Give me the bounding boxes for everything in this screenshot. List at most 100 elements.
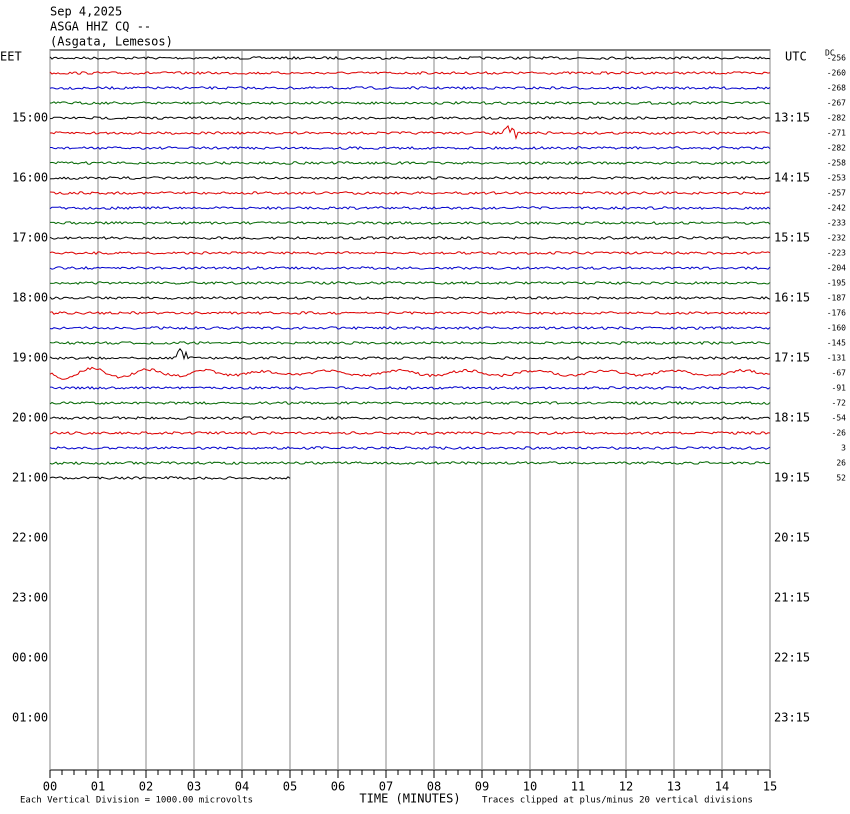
x-tick-label: 00 xyxy=(43,780,57,794)
left-time: 17:00 xyxy=(12,231,48,245)
x-tick-label: 07 xyxy=(379,780,393,794)
x-tick-label: 08 xyxy=(427,780,441,794)
dc-offset: -242 xyxy=(827,204,846,213)
right-time: 19:15 xyxy=(774,471,810,485)
right-time: 16:15 xyxy=(774,291,810,305)
trace xyxy=(49,206,771,210)
date: Sep 4,2025 xyxy=(50,5,122,19)
trace xyxy=(49,341,771,345)
right-time: 20:15 xyxy=(774,531,810,545)
dc-offset: -72 xyxy=(832,399,847,408)
x-tick-label: 06 xyxy=(331,780,345,794)
x-tick-label: 15 xyxy=(763,780,777,794)
dc-offset: -282 xyxy=(827,144,846,153)
trace xyxy=(50,146,771,150)
trace xyxy=(49,401,771,405)
trace xyxy=(49,326,771,330)
plot-frame xyxy=(49,49,771,771)
dc-offset: -67 xyxy=(832,369,847,378)
left-time: 21:00 xyxy=(12,471,48,485)
x-tick-label: 14 xyxy=(715,780,729,794)
trace xyxy=(49,266,771,270)
right-time: 18:15 xyxy=(774,411,810,425)
trace xyxy=(49,461,771,465)
dc-offset: -176 xyxy=(827,309,846,318)
trace xyxy=(49,236,771,240)
left-time: 16:00 xyxy=(12,171,48,185)
trace xyxy=(49,311,771,315)
trace xyxy=(49,347,771,361)
dc-offset: -26 xyxy=(832,429,847,438)
trace xyxy=(49,176,771,180)
trace xyxy=(49,446,771,450)
right-time: 13:15 xyxy=(774,111,810,125)
x-tick-label: 05 xyxy=(283,780,297,794)
right-zone: UTC xyxy=(785,50,807,64)
trace xyxy=(49,251,771,255)
dc-offset: -145 xyxy=(827,339,846,348)
left-time: 01:00 xyxy=(12,711,48,725)
right-time: 22:15 xyxy=(774,651,810,665)
trace xyxy=(49,366,771,380)
dc-offset: -131 xyxy=(827,354,846,363)
left-time: 23:00 xyxy=(12,591,48,605)
dc-offset: -223 xyxy=(827,249,846,258)
dc-offset: -253 xyxy=(827,174,846,183)
trace xyxy=(49,476,291,480)
dc-offset: -256 xyxy=(827,54,846,63)
trace xyxy=(49,71,771,75)
dc-label: DC xyxy=(825,49,835,58)
dc-offset: -160 xyxy=(827,324,846,333)
trace xyxy=(49,416,771,420)
dc-offset: -268 xyxy=(827,84,846,93)
dc-offset: -233 xyxy=(827,219,846,228)
trace xyxy=(49,431,771,435)
dc-offset: -54 xyxy=(832,414,847,423)
x-tick-label: 03 xyxy=(187,780,201,794)
trace xyxy=(49,56,771,60)
trace xyxy=(49,281,771,285)
dc-offset: -232 xyxy=(827,234,846,243)
dc-offset: 3 xyxy=(841,444,846,453)
x-tick-label: 02 xyxy=(139,780,153,794)
right-time: 21:15 xyxy=(774,591,810,605)
trace xyxy=(49,125,771,140)
left-time: 20:00 xyxy=(12,411,48,425)
x-tick-label: 04 xyxy=(235,780,249,794)
trace xyxy=(49,296,771,300)
x-tick-label: 09 xyxy=(475,780,489,794)
left-time: 19:00 xyxy=(12,351,48,365)
dc-offset: -204 xyxy=(827,264,846,273)
trace xyxy=(49,161,771,165)
x-tick-label: 01 xyxy=(91,780,105,794)
dc-offset: -195 xyxy=(827,279,846,288)
x-tick-label: 13 xyxy=(667,780,681,794)
dc-offset: -91 xyxy=(832,384,847,393)
footer-right: Traces clipped at plus/minus 20 vertical… xyxy=(482,796,753,806)
left-time: 18:00 xyxy=(12,291,48,305)
dc-offset: -258 xyxy=(827,159,846,168)
dc-offset: 26 xyxy=(836,459,846,468)
dc-offset: -271 xyxy=(827,129,846,138)
dc-offset: 52 xyxy=(836,474,846,483)
dc-offset: -282 xyxy=(827,114,846,123)
x-axis-title: TIME (MINUTES) xyxy=(359,792,460,806)
location: (Asgata, Lemesos) xyxy=(50,35,173,49)
left-time: 15:00 xyxy=(12,111,48,125)
trace xyxy=(49,101,771,105)
right-time: 15:15 xyxy=(774,231,810,245)
footer-left: Each Vertical Division = 1000.00 microvo… xyxy=(20,796,253,806)
left-zone: EET xyxy=(0,50,22,64)
right-time: 23:15 xyxy=(774,711,810,725)
left-time: 00:00 xyxy=(12,651,48,665)
x-tick-label: 12 xyxy=(619,780,633,794)
right-time: 14:15 xyxy=(774,171,810,185)
dc-offset: -260 xyxy=(827,69,846,78)
trace xyxy=(50,386,771,390)
x-tick-label: 10 xyxy=(523,780,537,794)
trace xyxy=(50,221,771,225)
left-time: 22:00 xyxy=(12,531,48,545)
station: ASGA HHZ CQ -- xyxy=(50,20,151,34)
trace xyxy=(49,191,771,195)
